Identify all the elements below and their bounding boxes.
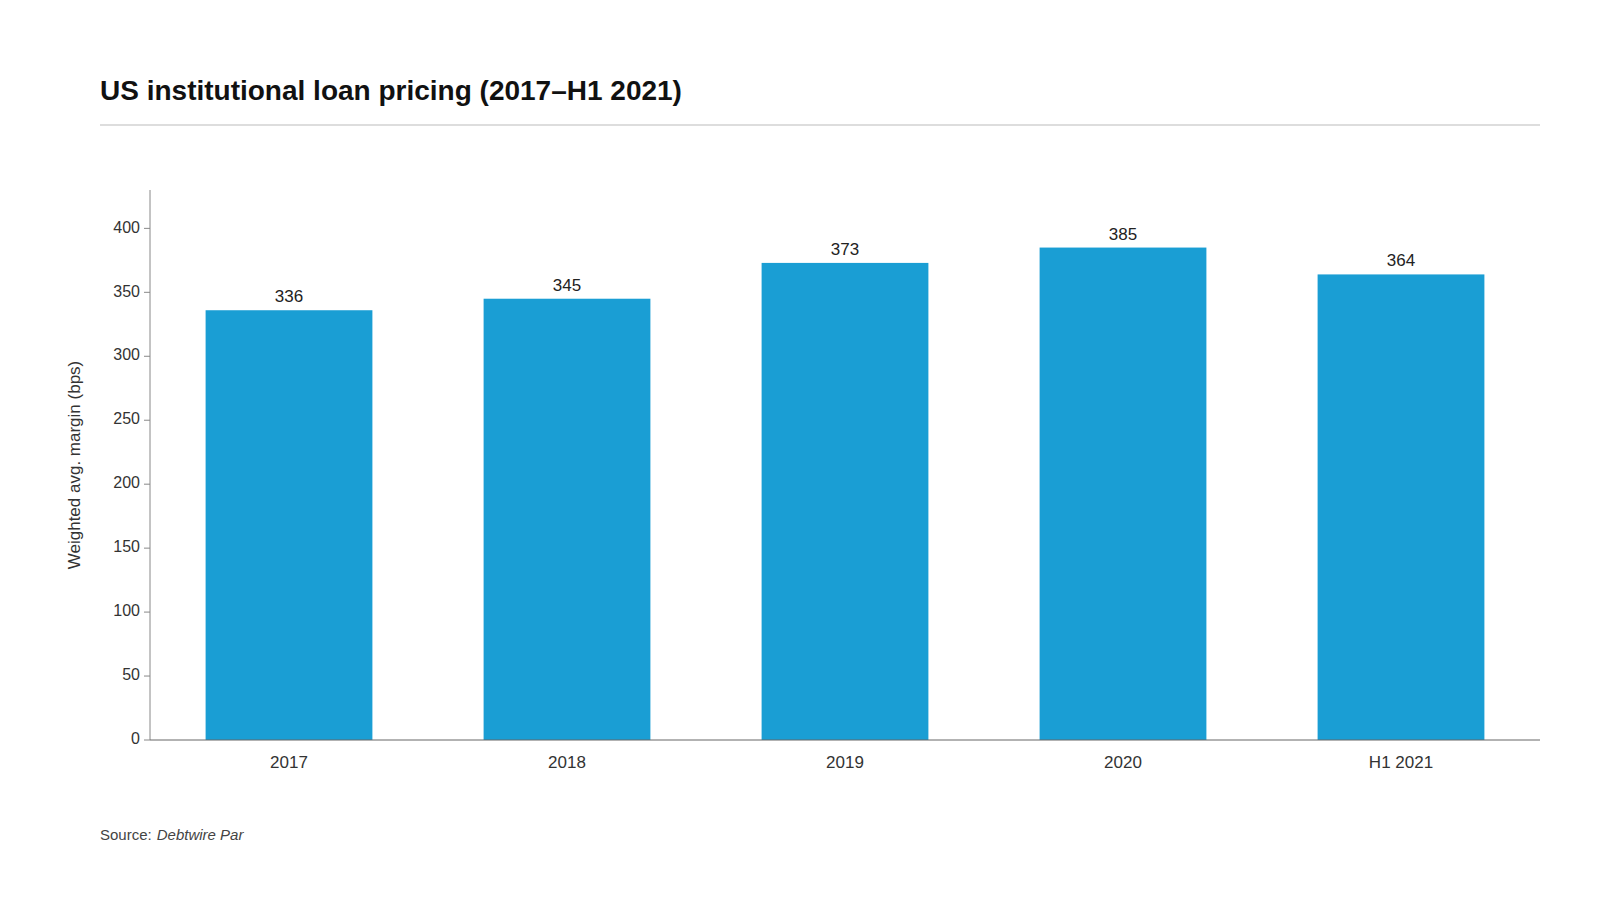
data-label: 336 — [275, 287, 303, 306]
y-tick — [144, 612, 150, 613]
x-tick-label: 2018 — [548, 753, 586, 772]
bar — [762, 263, 929, 740]
y-tick-label: 0 — [131, 730, 140, 747]
y-tick — [144, 548, 150, 549]
annotation: Source: — [100, 826, 152, 843]
y-axis-label: Weighted avg. margin (bps) — [65, 361, 84, 570]
data-label: 385 — [1109, 225, 1137, 244]
y-tick-label: 300 — [113, 346, 140, 363]
title-separator — [100, 125, 1540, 126]
annotation: Debtwire Par — [157, 826, 245, 843]
x-tick-label: 2020 — [1104, 753, 1142, 772]
y-tick-label: 250 — [113, 410, 140, 427]
bar — [1040, 248, 1207, 740]
y-tick — [144, 356, 150, 357]
bar — [1318, 274, 1485, 740]
y-tick-label: 400 — [113, 219, 140, 236]
x-tick-label: H1 2021 — [1369, 753, 1433, 772]
chart-svg: US institutional loan pricing (2017–H1 2… — [0, 0, 1600, 900]
y-tick-label: 50 — [122, 666, 140, 683]
data-label: 364 — [1387, 251, 1415, 270]
data-label: 345 — [553, 276, 581, 295]
y-tick — [144, 484, 150, 485]
x-tick-label: 2017 — [270, 753, 308, 772]
y-tick — [144, 676, 150, 677]
y-tick — [144, 292, 150, 293]
y-axis-line — [150, 190, 151, 740]
y-tick-label: 100 — [113, 602, 140, 619]
title: US institutional loan pricing (2017–H1 2… — [100, 75, 682, 106]
y-tick-label: 350 — [113, 283, 140, 300]
y-tick-label: 200 — [113, 474, 140, 491]
x-axis-line — [150, 740, 1540, 741]
x-tick-label: 2019 — [826, 753, 864, 772]
source-note: Source: Debtwire Par — [100, 826, 244, 843]
data-label: 373 — [831, 240, 859, 259]
y-tick — [144, 740, 150, 741]
bar — [484, 299, 651, 740]
bars — [206, 248, 1485, 740]
chart-container: US institutional loan pricing (2017–H1 2… — [0, 0, 1600, 900]
y-tick — [144, 420, 150, 421]
bar — [206, 310, 373, 740]
y-tick — [144, 228, 150, 229]
y-tick-label: 150 — [113, 538, 140, 555]
